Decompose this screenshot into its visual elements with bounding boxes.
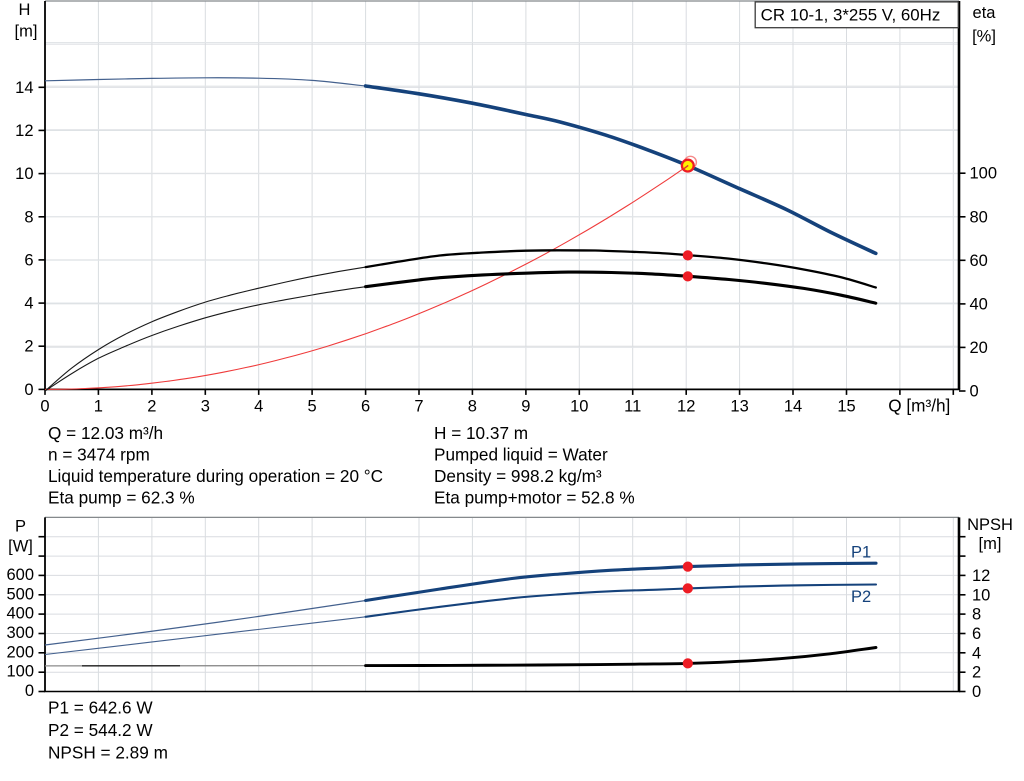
svg-text:7: 7 — [414, 398, 423, 416]
svg-text:8: 8 — [24, 208, 33, 226]
svg-text:n = 3474 rpm: n = 3474 rpm — [48, 444, 150, 464]
svg-text:Liquid temperature during oper: Liquid temperature during operation = 20… — [48, 466, 383, 486]
svg-text:2: 2 — [147, 398, 156, 416]
svg-text:6: 6 — [361, 398, 370, 416]
svg-text:[W]: [W] — [8, 538, 33, 556]
svg-text:NPSH: NPSH — [967, 516, 1013, 534]
svg-text:[%]: [%] — [972, 28, 996, 46]
svg-text:4: 4 — [24, 295, 33, 313]
svg-text:2: 2 — [24, 338, 33, 356]
svg-text:20: 20 — [970, 339, 988, 357]
svg-text:12: 12 — [677, 398, 695, 416]
svg-text:500: 500 — [6, 585, 34, 603]
svg-text:1: 1 — [94, 398, 103, 416]
svg-text:6: 6 — [972, 625, 981, 643]
svg-text:40: 40 — [970, 295, 988, 313]
svg-text:10: 10 — [15, 165, 33, 183]
svg-text:[m]: [m] — [979, 535, 1002, 553]
svg-text:5: 5 — [308, 398, 317, 416]
svg-text:9: 9 — [521, 398, 530, 416]
svg-text:Q = 12.03 m³/h: Q = 12.03 m³/h — [48, 423, 163, 443]
svg-text:Eta pump = 62.3 %: Eta pump = 62.3 % — [48, 488, 195, 508]
svg-text:12: 12 — [972, 567, 990, 585]
svg-text:Eta pump+motor = 52.8 %: Eta pump+motor = 52.8 % — [434, 488, 635, 508]
svg-text:P1: P1 — [851, 544, 871, 562]
svg-text:11: 11 — [624, 398, 641, 416]
svg-text:14: 14 — [15, 79, 33, 97]
svg-text:200: 200 — [6, 643, 34, 661]
svg-text:8: 8 — [468, 398, 477, 416]
svg-text:6: 6 — [24, 251, 33, 269]
svg-text:0: 0 — [40, 398, 49, 416]
svg-text:[m]: [m] — [15, 23, 38, 41]
svg-text:eta: eta — [973, 4, 997, 22]
svg-text:4: 4 — [972, 644, 981, 662]
svg-text:4: 4 — [254, 398, 263, 416]
svg-text:0: 0 — [24, 381, 33, 399]
svg-text:H: H — [19, 1, 31, 19]
svg-text:P2 = 544.2 W: P2 = 544.2 W — [48, 720, 153, 740]
svg-text:600: 600 — [6, 566, 34, 584]
svg-text:Density = 998.2 kg/m³: Density = 998.2 kg/m³ — [434, 466, 602, 486]
svg-text:80: 80 — [970, 208, 988, 226]
svg-text:400: 400 — [6, 605, 34, 623]
svg-text:Q [m³/h]: Q [m³/h] — [888, 396, 950, 416]
svg-text:10: 10 — [570, 398, 588, 416]
svg-text:CR 10-1, 3*255 V, 60Hz: CR 10-1, 3*255 V, 60Hz — [761, 6, 941, 25]
svg-text:0: 0 — [972, 683, 981, 701]
svg-text:P1 = 642.6 W: P1 = 642.6 W — [48, 698, 153, 718]
svg-text:100: 100 — [6, 663, 34, 681]
svg-text:0: 0 — [25, 682, 34, 700]
svg-text:Pumped liquid = Water: Pumped liquid = Water — [434, 444, 608, 464]
svg-text:H = 10.37 m: H = 10.37 m — [434, 423, 528, 443]
svg-text:P2: P2 — [851, 588, 871, 606]
svg-text:12: 12 — [15, 122, 33, 140]
svg-text:3: 3 — [201, 398, 210, 416]
svg-text:15: 15 — [837, 398, 855, 416]
svg-text:NPSH = 2.89 m: NPSH = 2.89 m — [48, 743, 168, 763]
svg-text:13: 13 — [730, 398, 748, 416]
svg-text:300: 300 — [6, 624, 34, 642]
svg-text:100: 100 — [970, 165, 998, 183]
svg-text:60: 60 — [970, 252, 988, 270]
svg-text:14: 14 — [784, 398, 802, 416]
svg-text:10: 10 — [972, 586, 990, 604]
svg-text:P: P — [15, 518, 26, 536]
svg-text:0: 0 — [970, 383, 979, 401]
svg-text:8: 8 — [972, 606, 981, 624]
svg-text:2: 2 — [972, 664, 981, 682]
